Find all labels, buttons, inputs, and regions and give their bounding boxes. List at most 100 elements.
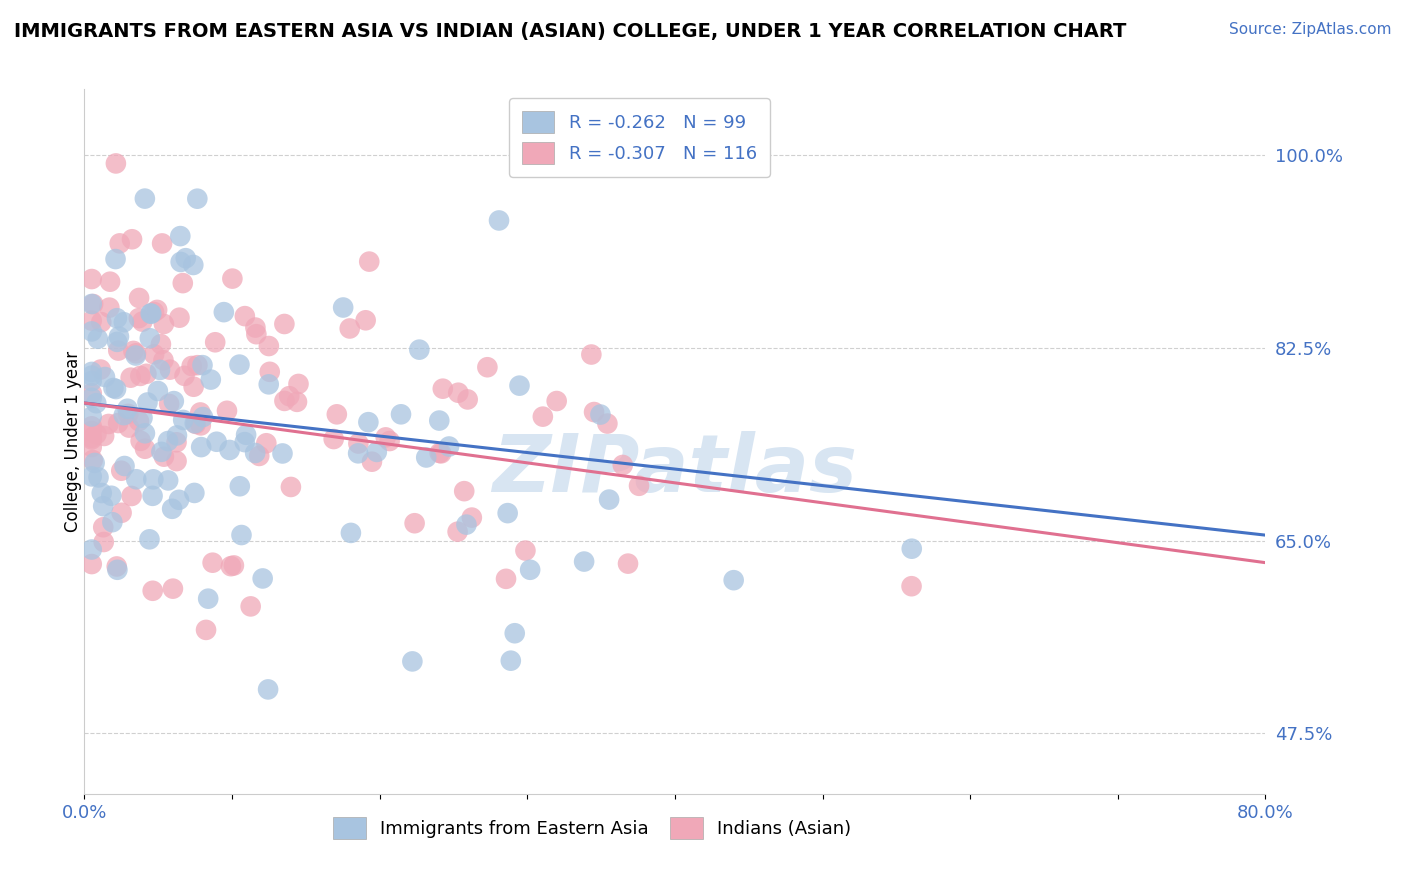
Point [322, 432, 344, 446]
Point [134, 442, 156, 456]
Point [477, 360, 499, 375]
Point [125, 472, 148, 486]
Point [408, 343, 430, 357]
Point [446, 524, 468, 539]
Point [228, 358, 250, 372]
Point [80, 368, 103, 383]
Point [80, 419, 103, 434]
Point [278, 389, 301, 403]
Point [361, 455, 384, 469]
Point [90, 486, 112, 500]
Point [212, 305, 235, 319]
Point [160, 501, 183, 516]
Point [139, 307, 162, 321]
Point [231, 528, 253, 542]
Point [437, 440, 460, 454]
Point [94, 370, 117, 384]
Point [152, 353, 174, 368]
Point [131, 315, 153, 329]
Point [134, 192, 156, 206]
Point [80, 386, 103, 401]
Point [125, 346, 148, 360]
Point [80, 272, 103, 286]
Point [339, 321, 361, 335]
Point [142, 583, 165, 598]
Point [101, 515, 124, 529]
Point [135, 367, 157, 381]
Point [357, 415, 380, 429]
Point [378, 434, 401, 448]
Point [430, 446, 453, 460]
Point [128, 414, 150, 428]
Point [186, 358, 208, 372]
Point [218, 442, 240, 457]
Point [98, 275, 121, 289]
Point [80, 542, 103, 557]
Point [169, 255, 191, 269]
Point [259, 365, 281, 379]
Point [243, 446, 266, 460]
Point [456, 517, 478, 532]
Point [104, 252, 127, 266]
Point [82, 453, 104, 467]
Point [80, 365, 103, 379]
Point [200, 373, 222, 387]
Point [80, 391, 103, 405]
Point [427, 413, 450, 427]
Point [128, 311, 150, 326]
Point [108, 329, 131, 343]
Point [347, 436, 370, 450]
Point [617, 557, 640, 571]
Point [257, 682, 280, 697]
Point [143, 305, 166, 319]
Point [326, 407, 349, 421]
Point [139, 331, 162, 345]
Point [359, 254, 381, 268]
Point [401, 654, 423, 668]
Point [589, 408, 612, 422]
Point [191, 410, 214, 425]
Point [429, 446, 451, 460]
Point [229, 479, 252, 493]
Point [235, 427, 257, 442]
Point [332, 301, 354, 315]
Point [131, 410, 153, 425]
Point [87, 332, 110, 346]
Point [112, 315, 135, 329]
Point [91, 499, 114, 513]
Point [80, 557, 103, 571]
Point [531, 409, 554, 424]
Point [107, 416, 129, 430]
Point [432, 382, 454, 396]
Point [612, 458, 634, 472]
Point [174, 251, 197, 265]
Point [98, 301, 121, 315]
Point [723, 573, 745, 587]
Point [149, 337, 172, 351]
Point [219, 559, 242, 574]
Point [581, 347, 603, 361]
Point [285, 394, 308, 409]
Point [86, 427, 108, 442]
Point [188, 405, 211, 419]
Point [82, 297, 104, 311]
Point [221, 271, 243, 285]
Point [118, 420, 141, 434]
Point [447, 385, 470, 400]
Point [508, 378, 530, 392]
Point [503, 626, 526, 640]
Point [183, 380, 205, 394]
Point [519, 563, 541, 577]
Point [108, 236, 131, 251]
Point [138, 533, 160, 547]
Point [122, 343, 145, 358]
Point [404, 516, 426, 531]
Point [186, 192, 208, 206]
Point [496, 506, 519, 520]
Point [162, 582, 184, 596]
Point [83, 456, 105, 470]
Point [366, 445, 388, 459]
Point [117, 401, 139, 416]
Point [84, 396, 107, 410]
Point [163, 394, 186, 409]
